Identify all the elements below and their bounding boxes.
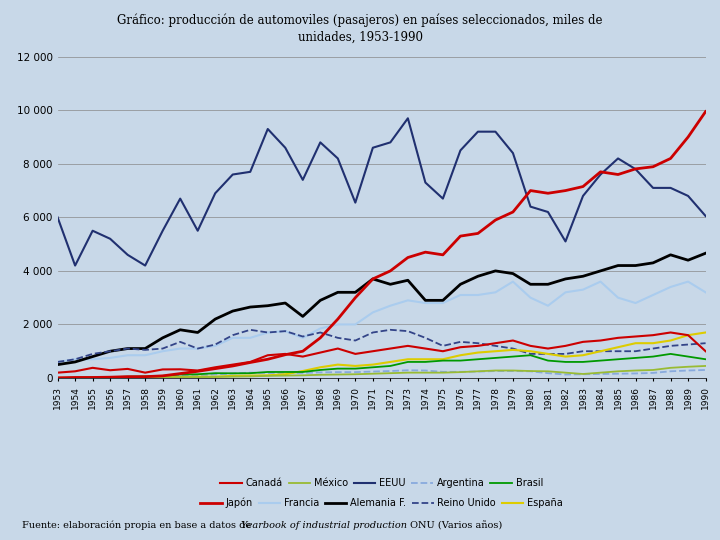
Text: Fuente: elaboración propia en base a datos de: Fuente: elaboración propia en base a dat… [22, 521, 254, 530]
Text: Gráfico: producción de automoviles (pasajeros) en países seleccionados, miles de: Gráfico: producción de automoviles (pasa… [117, 14, 603, 44]
Legend: Japón, Francia, Alemania F., Reino Unido, España: Japón, Francia, Alemania F., Reino Unido… [197, 494, 567, 512]
Text: Yearbook of industrial production: Yearbook of industrial production [241, 521, 408, 530]
Text: ONU (Varios años): ONU (Varios años) [407, 521, 502, 530]
